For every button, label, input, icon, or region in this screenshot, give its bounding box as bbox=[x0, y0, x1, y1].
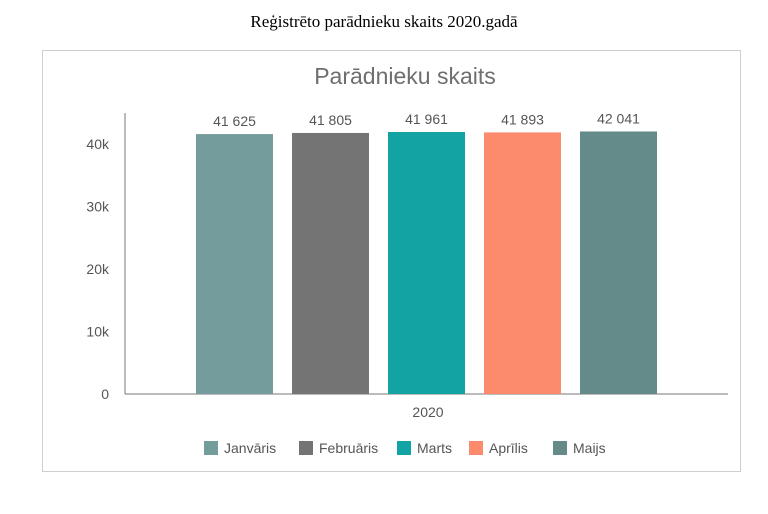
chart-title: Parādnieku skaits bbox=[314, 63, 496, 89]
bar-janvāris bbox=[196, 134, 273, 394]
legend-label: Marts bbox=[417, 440, 452, 456]
y-tick-label: 20k bbox=[86, 261, 110, 277]
bar-maijs bbox=[580, 131, 657, 395]
legend-swatch bbox=[469, 441, 483, 455]
data-label: 42 041 bbox=[597, 110, 640, 126]
figure-caption: Reģistrēto parādnieku skaits 2020.gadā bbox=[250, 12, 518, 31]
data-label: 41 893 bbox=[501, 111, 544, 127]
legend-label: Maijs bbox=[573, 440, 606, 456]
data-label: 41 805 bbox=[309, 112, 352, 128]
bar-marts bbox=[388, 131, 465, 394]
legend-swatch bbox=[553, 441, 567, 455]
legend-label: Aprīlis bbox=[489, 440, 528, 456]
x-tick-label: 2020 bbox=[412, 404, 443, 420]
legend: Janvāris Februāris Marts Aprīlis Maijs bbox=[204, 440, 606, 456]
y-tick-label: 40k bbox=[86, 136, 110, 152]
y-tick-label: 30k bbox=[86, 199, 110, 215]
y-tick-label: 10k bbox=[86, 324, 110, 340]
bar-aprīlis bbox=[484, 132, 561, 394]
data-label-group: 41 625 41 805 41 961 41 893 42 041 bbox=[213, 110, 640, 129]
legend-swatch bbox=[299, 441, 313, 455]
legend-label: Janvāris bbox=[224, 440, 276, 456]
legend-swatch bbox=[204, 441, 218, 455]
y-axis-ticks: 0 10k 20k 30k 40k bbox=[86, 136, 110, 402]
legend-label: Februāris bbox=[319, 440, 378, 456]
bar-group bbox=[196, 131, 657, 395]
data-label: 41 625 bbox=[213, 113, 256, 129]
data-label: 41 961 bbox=[405, 111, 448, 127]
legend-swatch bbox=[397, 441, 411, 455]
y-tick-label: 0 bbox=[101, 386, 109, 402]
chart-container: Parādnieku skaits 0 10k 20k 30k 40k 41 625 41… bbox=[42, 50, 741, 472]
bar-februāris bbox=[292, 132, 369, 394]
